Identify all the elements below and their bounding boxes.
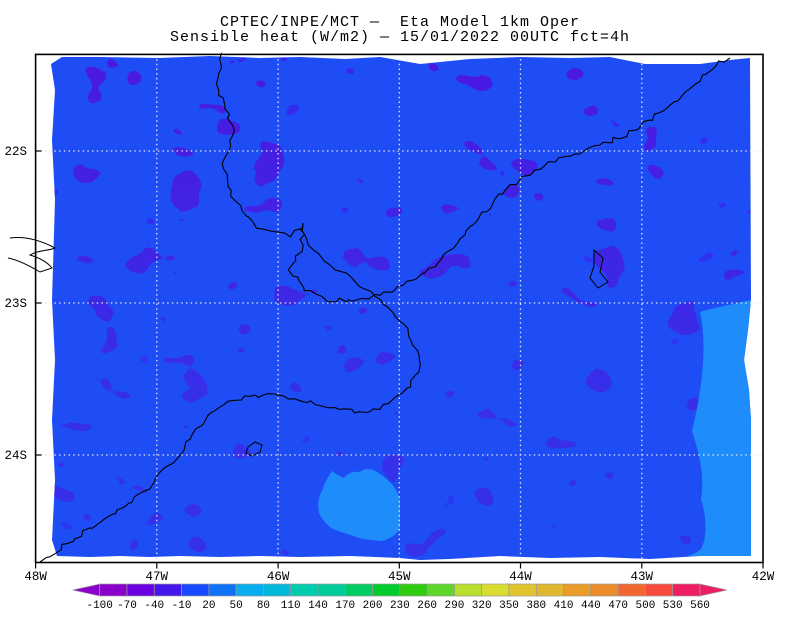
svg-text:410: 410	[554, 600, 574, 612]
svg-text:110: 110	[281, 600, 301, 612]
svg-text:-40: -40	[144, 600, 164, 612]
svg-text:-70: -70	[117, 600, 137, 612]
svg-text:80: 80	[257, 600, 270, 612]
svg-text:350: 350	[499, 600, 519, 612]
svg-text:440: 440	[581, 600, 601, 612]
svg-text:200: 200	[363, 600, 383, 612]
svg-text:500: 500	[636, 600, 656, 612]
svg-text:380: 380	[526, 600, 546, 612]
svg-text:50: 50	[230, 600, 243, 612]
svg-text:470: 470	[608, 600, 628, 612]
svg-text:230: 230	[390, 600, 410, 612]
svg-text:140: 140	[308, 600, 328, 612]
svg-text:560: 560	[690, 600, 710, 612]
svg-text:530: 530	[663, 600, 683, 612]
svg-text:170: 170	[335, 600, 355, 612]
svg-text:320: 320	[472, 600, 492, 612]
svg-text:20: 20	[202, 600, 215, 612]
svg-text:290: 290	[445, 600, 465, 612]
svg-text:260: 260	[417, 600, 437, 612]
svg-text:-10: -10	[172, 600, 192, 612]
svg-text:-100: -100	[86, 600, 112, 612]
